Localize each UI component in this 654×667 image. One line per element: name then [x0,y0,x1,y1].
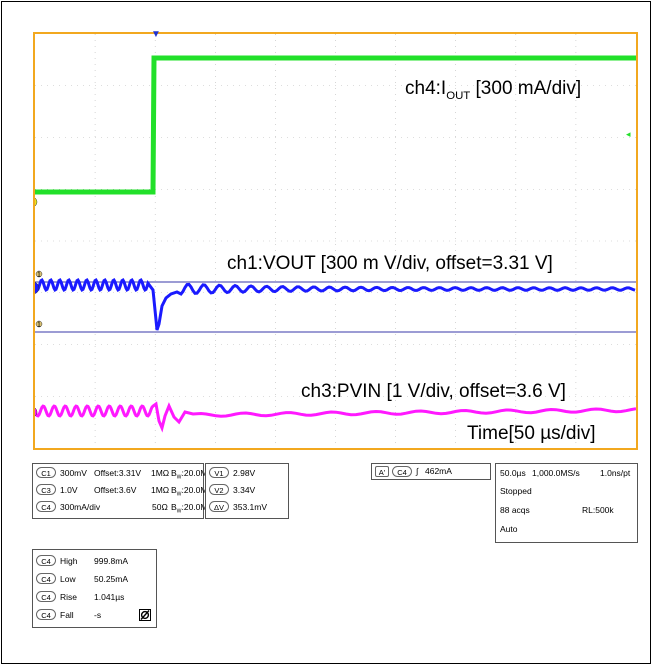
ch3-waveform [35,401,636,433]
trigger-mode-badge[interactable]: A' [375,466,389,477]
ch1-ref-marker-icon-text: 1 [37,322,41,329]
channel-badge[interactable]: C1 [36,467,56,478]
ch4-marker-icon [35,197,38,207]
cursor-panel: V1 2.98V V2 3.34V ΔV 353.1mV [205,463,289,519]
cursor-value: 353.1mV [233,502,268,512]
measurement-name: Rise [60,592,78,602]
waveform-display: 4113 [35,34,636,448]
measurement-value: 1.041µs [94,592,125,602]
cursor-row: V1 2.98V [209,466,287,480]
bw-sub: W [176,508,182,515]
trigger-marker-icon: ▼ [151,29,161,40]
ch3-label: ch3:PVIN [1 V/div, offset=3.6 V] [301,381,566,402]
channel-bandwidth: BW:20.0M [171,483,207,502]
trigger-panel: A' C4 ∫ 462mA [371,463,491,480]
channel-impedance: 1MΩ [151,485,170,495]
trigger-slope-icon: ∫ [416,466,419,476]
measurement-row: C4 High 999.8mA [36,554,154,568]
measurement-row: C4 Fall -s [36,608,154,622]
bw-b: B [171,485,177,495]
measurement-row: C4 Rise 1.041µs [36,590,154,604]
trigger-level: 462mA [425,466,452,476]
channel-scale: 300mV [60,468,87,478]
channel-settings-panel: C1 300mV Offset:3.31V 1MΩ BW:20.0M C3 1.… [32,463,207,519]
ch1-waveform [35,278,636,331]
channel-scale: 1.0V [60,485,78,495]
measurement-name: Low [60,574,76,584]
record-length: RL:500k [582,505,614,515]
channel-badge[interactable]: C4 [36,501,56,512]
ch3-marker-icon [35,407,38,417]
channel-badge[interactable]: C3 [36,484,56,495]
timebase-div: 50.0µs [500,468,526,478]
channel-impedance: 1MΩ [151,468,170,478]
channel-impedance: 50Ω [152,502,168,512]
bw-val: :20.0M [181,502,208,512]
acq-status: Stopped [500,486,532,496]
time-per-point: 1.0ns/pt [600,468,631,478]
ch1-ref-marker-icon [35,320,43,328]
ch4-label-sub: OUT [446,89,471,102]
channel-bandwidth: BW:20.0M [171,466,207,485]
ch4-label-suffix: [300 mA/div] [470,78,582,99]
ch4-label: ch4:IOUT [300 mA/div] [405,78,581,102]
measurement-channel-badge[interactable]: C4 [36,609,56,620]
bw-sub: W [176,474,182,481]
channel-row: C4 300mA/div 50Ω BW:20.0M [36,500,207,515]
measurement-channel-badge[interactable]: C4 [36,591,56,602]
cursor-value: 2.98V [233,468,256,478]
bw-val: :20.0M [181,485,208,495]
channel-row: C3 1.0V Offset:3.6V 1MΩ BW:20.0M [36,483,207,498]
trigger-source-badge[interactable]: C4 [392,466,412,477]
measurement-panel: C4 High 999.8mA C4 Low 50.25mA C4 Rise 1… [32,549,157,628]
channel-offset: Offset:3.31V [94,468,142,478]
cursor-row: V2 3.34V [209,483,287,497]
measurement-channel-badge[interactable]: C4 [36,573,56,584]
measurement-channel-badge[interactable]: C4 [36,555,56,566]
channel-scale: 300mA/div [60,502,101,512]
ch1-level-marker-icon-text: 1 [37,272,41,279]
bw-b: B [171,502,177,512]
bw-val: :20.0M [181,468,208,478]
measurement-row: C4 Low 50.25mA [36,572,154,586]
trigger-mode: Auto [500,524,518,534]
bw-b: B [171,468,177,478]
bw-sub: W [176,491,182,498]
measurement-value: 50.25mA [94,574,129,584]
time-label: Time[50 µs/div] [467,423,596,444]
ch1-level-marker-icon [35,270,43,278]
channel-bandwidth: BW:20.0M [171,500,207,519]
no-signal-icon [139,609,151,621]
ch4-waveform [35,55,636,195]
scope-screen: 4113 ch4:IOUT [300 mA/div] ch1:VOUT [300… [33,29,638,450]
cursor-badge[interactable]: V2 [209,484,229,495]
timebase-panel: 50.0µs 1,000.0MS/s 1.0ns/pt Stopped 88 a… [495,463,638,543]
sample-rate: 1,000.0MS/s [532,468,580,478]
ch4-label-prefix: ch4:I [405,78,447,99]
cursor-value: 3.34V [233,485,256,495]
ch1-marker-icon [35,282,40,294]
cursor-row: ΔV 353.1mV [209,500,287,514]
channel-row: C1 300mV Offset:3.31V 1MΩ BW:20.0M [36,466,207,481]
acq-count: 88 acqs [500,505,530,515]
measurement-name: High [60,556,78,566]
cursor-badge[interactable]: V1 [209,467,229,478]
trigger-level-icon: ◂ [626,129,631,139]
measurement-value: -s [94,610,102,620]
ch1-label: ch1:VOUT [300 m V/div, offset=3.31 V] [227,253,553,274]
cursor-badge[interactable]: ΔV [209,501,229,512]
channel-offset: Offset:3.6V [94,485,137,495]
measurement-value: 999.8mA [94,556,129,566]
measurement-name: Fall [60,610,74,620]
